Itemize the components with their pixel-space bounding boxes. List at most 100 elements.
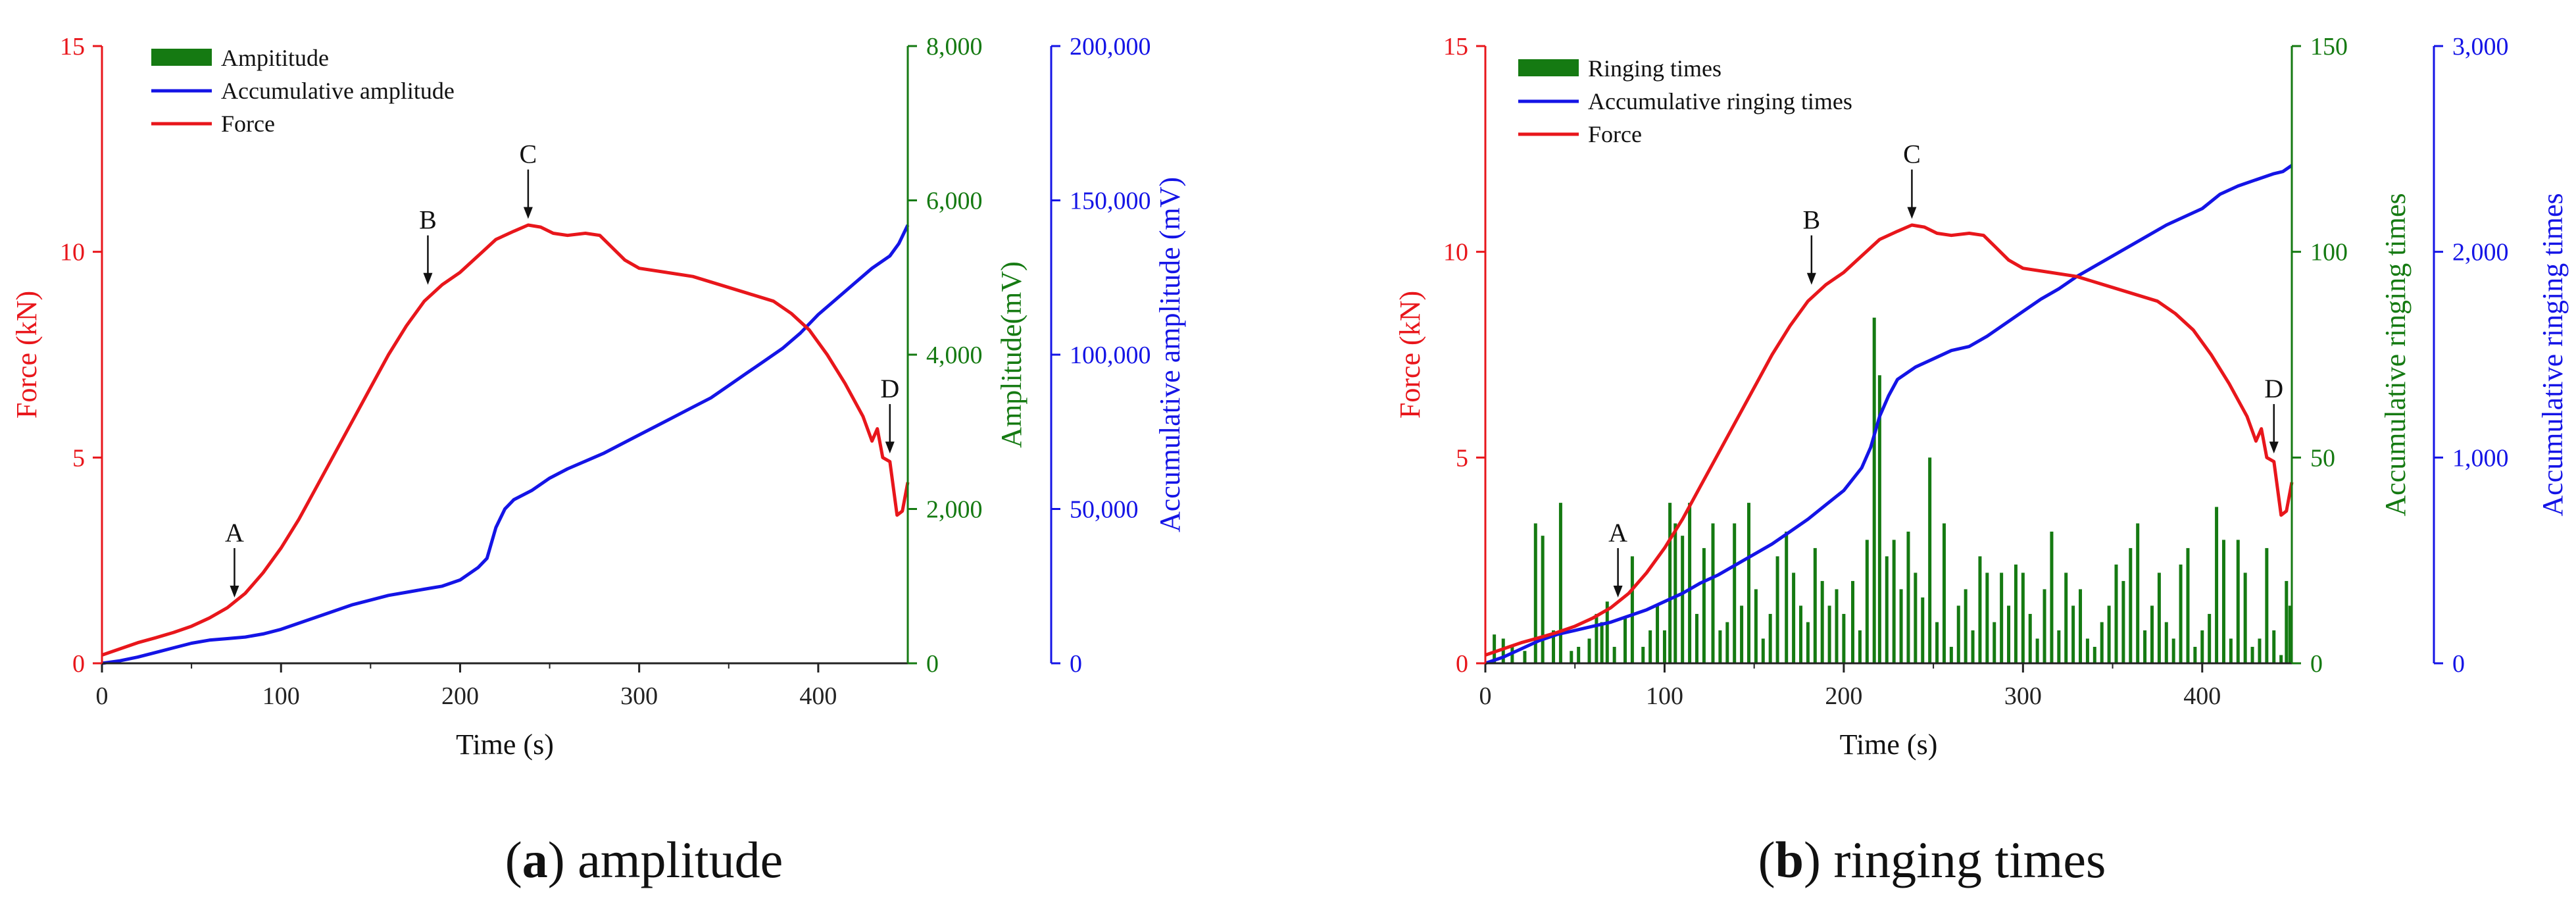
amplitude-bar [1533, 523, 1537, 663]
annotation-arrow-head [885, 442, 895, 454]
amplitude-bar [1775, 556, 1779, 663]
bar-tick-label: 6,000 [926, 188, 983, 215]
x-tick-label: 400 [2183, 682, 2221, 710]
force-tick-label: 5 [1456, 444, 1468, 472]
amplitude-bar [2193, 646, 2197, 663]
cumulative-tick-label: 150,000 [1070, 188, 1151, 215]
amplitude-bar [1600, 622, 1604, 663]
amplitude-bar [2157, 572, 2161, 663]
force-axis-label: Force (kN) [1394, 291, 1426, 419]
caption-b: (b) ringing times [1758, 831, 2106, 888]
amplitude-bar [1978, 556, 1982, 663]
annotation-label: D [2264, 374, 2283, 403]
amplitude-bar [1501, 638, 1505, 663]
amplitude-bar [2258, 638, 2262, 663]
amplitude-bar [2150, 605, 2154, 663]
amplitude-bar [1768, 613, 1772, 663]
amplitude-bar [2215, 507, 2219, 663]
amplitude-bar [1552, 630, 1556, 663]
amplitude-bar [1971, 630, 1975, 663]
bar-tick-label: 0 [926, 650, 939, 678]
legend: Ringing times Accumulative ringing times F… [1518, 55, 1852, 147]
amplitude-bar [2279, 655, 2283, 663]
amplitude-bar [1630, 556, 1634, 663]
amplitude-bar [1523, 651, 1527, 663]
annotation-label: A [225, 518, 244, 547]
amplitude-bar [2272, 630, 2276, 663]
caption-a: (a) amplitude [505, 831, 783, 888]
amplitude-bar [2129, 547, 2133, 663]
amplitude-bar [2000, 572, 2004, 663]
amplitude-bar [1662, 630, 1666, 663]
x-tick-label: 0 [96, 682, 109, 710]
cumulative-tick-label: 3,000 [2452, 33, 2509, 61]
amplitude-bar [2143, 630, 2147, 663]
amplitude-bar [2114, 564, 2118, 663]
amplitude-bar [1587, 638, 1591, 663]
x-axis-label: Time (s) [1840, 728, 1938, 761]
x-axis-label: Time (s) [456, 728, 554, 761]
amplitude-bar [1510, 646, 1514, 663]
annotation-arrow-head [423, 272, 433, 285]
x-tick-label: 200 [1825, 682, 1862, 710]
amplitude-bar [2288, 605, 2292, 663]
amplitude-bar [2028, 613, 2032, 663]
x-tick-label: 100 [1646, 682, 1683, 710]
amplitude-bar [2085, 638, 2089, 663]
cumulative-tick-label: 50,000 [1070, 496, 1139, 524]
bar-tick-label: 50 [2310, 444, 2335, 472]
legend-swatch-bar [151, 49, 212, 66]
bar-tick-label: 150 [2310, 33, 2348, 61]
amplitude-bar [1993, 622, 1996, 663]
amplitude-bar [1964, 589, 1968, 663]
force-tick-label: 10 [1443, 239, 1468, 267]
cumulative-tick-label: 1,000 [2452, 444, 2509, 472]
cumulative-tick-label: 0 [2452, 650, 2465, 678]
bar-tick-label: 0 [2310, 650, 2323, 678]
legend-label: Accumulative ringing times [1588, 88, 1852, 114]
legend-label: Ampititude [221, 45, 329, 71]
force-axis-label: Force (kN) [11, 291, 43, 419]
force-tick-label: 0 [1456, 650, 1468, 678]
annotation-label: C [520, 140, 537, 169]
amplitude-bar [1558, 503, 1562, 663]
annotation-arrow-head [1806, 272, 1816, 285]
cumulative-tick-label: 0 [1070, 650, 1082, 678]
annotation-arrow-head [230, 585, 239, 597]
legend-label: Ringing times [1588, 55, 1721, 82]
x-tick-label: 300 [2004, 682, 2042, 710]
amplitude-bar [1761, 638, 1765, 663]
chart-panel-b: 0 100 200 300 400 Time (s) 0 5 10 15 Force (kN) 0 50… [1394, 33, 2569, 761]
amplitude-bar [1754, 589, 1758, 663]
force-line [101, 223, 910, 657]
cumulative-tick-label: 200,000 [1070, 33, 1151, 61]
amplitude-bar [1872, 317, 1876, 664]
force-tick-label: 5 [72, 444, 85, 472]
amplitude-bar [1570, 651, 1573, 663]
cumulative-line [101, 224, 910, 665]
bar-tick-label: 4,000 [926, 342, 983, 369]
amplitude-bar [1733, 523, 1737, 663]
amplitude-bar [1985, 572, 1989, 663]
amplitude-bar [1921, 597, 1925, 663]
amplitude-bar [1656, 605, 1660, 663]
amplitude-bar [2179, 564, 2183, 663]
x-tick-label: 200 [441, 682, 479, 710]
amplitude-bar [2007, 605, 2011, 663]
amplitude-bar [1813, 547, 1817, 663]
amplitude-bar [1711, 523, 1715, 663]
amplitude-bar [1695, 613, 1698, 663]
annotation-arrow-head [1907, 207, 1917, 219]
amplitude-bar [1725, 622, 1729, 663]
bar-tick-label: 100 [2310, 239, 2348, 267]
amplitude-bar [1612, 646, 1616, 663]
amplitude-bar [1899, 589, 1903, 663]
amplitude-bar [1935, 622, 1939, 663]
cumulative-tick-label: 100,000 [1070, 342, 1151, 369]
annotation-label: C [1903, 140, 1921, 169]
bar-tick-label: 8,000 [926, 33, 983, 61]
amplitude-bar [1641, 646, 1645, 663]
amplitude-bar [1493, 634, 1497, 663]
x-tick-label: 0 [1479, 682, 1492, 710]
amplitude-bar [1746, 503, 1750, 663]
